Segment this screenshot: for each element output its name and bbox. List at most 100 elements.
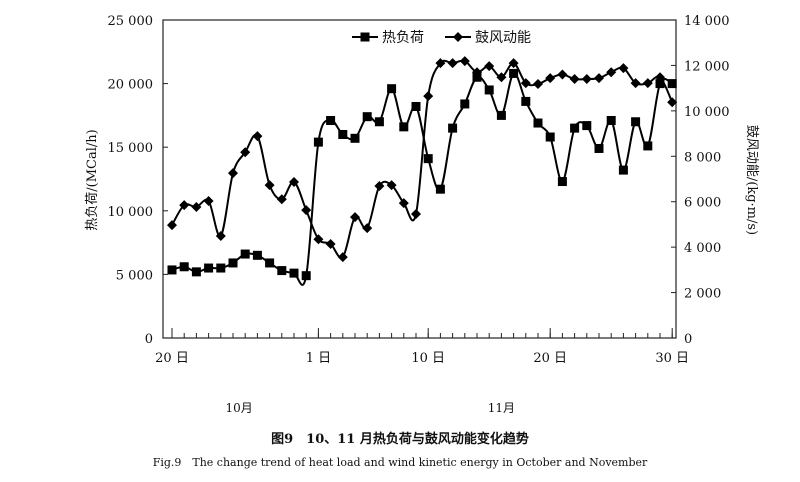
wind-energy-point — [264, 180, 275, 191]
wind-energy-point — [594, 73, 604, 84]
heat-load-point — [631, 117, 641, 127]
legend: 热负荷 鼓风动能 — [352, 30, 531, 46]
heat-load-point — [191, 267, 201, 277]
wind-energy-point — [179, 200, 190, 211]
right-y-tick-label: 0 — [684, 332, 692, 347]
heat-load-point — [289, 268, 299, 278]
wind-energy-point — [350, 212, 360, 223]
wind-energy-point — [276, 194, 287, 205]
wind-energy-point — [667, 97, 678, 108]
heat-load-point — [411, 101, 421, 111]
wind-energy-point — [642, 78, 653, 89]
heat-load-point — [216, 263, 226, 273]
wind-energy-point — [569, 74, 580, 85]
wind-energy-point — [240, 147, 251, 158]
legend-marker — [453, 32, 463, 42]
wind-energy-point — [435, 58, 446, 69]
wind-energy-point — [325, 238, 336, 249]
wind-energy-point — [215, 231, 226, 242]
heat-load-point — [252, 250, 262, 260]
heat-load-point — [606, 115, 616, 125]
wind-energy-point — [228, 168, 238, 179]
heat-load-point — [423, 154, 433, 164]
heat-load-point — [557, 177, 567, 187]
wind-energy-point — [252, 131, 263, 142]
right-y-tick-label: 2 000 — [684, 287, 721, 302]
wind-energy-point — [459, 56, 470, 67]
wind-energy-point — [423, 91, 434, 102]
wind-energy-point — [508, 58, 519, 69]
wind-energy-point — [447, 58, 458, 69]
right-y-tick-label: 10 000 — [684, 105, 730, 120]
figure-caption-en: Fig.9 The change trend of heat load and … — [153, 456, 648, 469]
wind-energy-point — [557, 69, 568, 80]
wind-energy-point — [472, 67, 482, 78]
left-y-tick-label: 25 000 — [108, 14, 154, 29]
wind-energy-point — [203, 196, 214, 207]
heat-load-point — [545, 132, 555, 142]
heat-load-point — [204, 263, 214, 273]
wind-energy-point — [386, 180, 397, 191]
wind-energy-point — [630, 78, 641, 89]
heat-load-point — [435, 184, 445, 194]
wind-energy-point — [484, 61, 495, 72]
heat-load-point — [496, 110, 506, 120]
heat-load-point — [277, 266, 287, 276]
heat-load-point — [338, 129, 348, 139]
heat-load-point — [509, 68, 519, 78]
heat-load-point — [313, 137, 323, 147]
axes: 0 5 000 10 000 15 000 20 000 25 000 0 2 000 4 00… — [108, 14, 730, 415]
wind-energy-point — [362, 223, 373, 234]
right-axis-label: 鼓风动能/(kg·m/s) — [744, 125, 759, 235]
heat-load-point — [350, 133, 360, 143]
heat-load-point — [399, 122, 409, 132]
left-y-tick-label: 0 — [145, 332, 153, 347]
wind-energy-point — [618, 63, 629, 74]
wind-energy-point — [398, 198, 409, 209]
wind-energy-point — [496, 72, 507, 83]
heat-load-point — [448, 123, 458, 133]
x-tick-label: 20 日 — [155, 351, 189, 366]
left-y-tick-label: 15 000 — [108, 141, 154, 156]
left-y-tick-label: 10 000 — [108, 205, 154, 220]
x-tick-label: 10 日 — [411, 351, 445, 366]
heat-load-point — [167, 265, 177, 275]
x-tick-label: 30 日 — [655, 351, 689, 366]
heat-load-point — [643, 141, 653, 151]
heat-load-point — [521, 96, 531, 106]
x-tick-label: 20 日 — [533, 351, 567, 366]
plot-frame — [162, 19, 677, 339]
heat-load-point — [484, 85, 494, 95]
right-y-tick-label: 12 000 — [684, 59, 730, 74]
heat-load-point — [265, 258, 275, 268]
heat-load-point — [228, 258, 238, 268]
heat-load-point — [582, 121, 592, 131]
left-y-tick-label: 20 000 — [108, 78, 154, 93]
month-label: 10月 — [225, 401, 252, 415]
heat-load-point — [594, 143, 604, 153]
wind-energy-point — [533, 79, 543, 90]
wind-energy-point — [581, 74, 592, 85]
wind-energy-point — [520, 78, 531, 89]
heat-load-point — [326, 115, 336, 125]
x-tick-label: 1 日 — [306, 351, 331, 366]
series-line-wind-energy — [171, 59, 674, 259]
wind-energy-point — [191, 201, 202, 212]
wind-energy-point — [337, 252, 348, 263]
right-y-tick-label: 4 000 — [684, 241, 721, 256]
heat-load-point — [240, 249, 250, 259]
heat-load-point — [301, 271, 311, 281]
wind-energy-point — [289, 176, 299, 187]
heat-load-point — [570, 123, 580, 133]
wind-energy-point — [313, 234, 324, 245]
series-layer — [167, 56, 678, 286]
wind-energy-point — [411, 208, 421, 219]
left-axis-label: 热负荷/(MCal/h) — [85, 129, 100, 230]
heat-load-point — [374, 117, 384, 127]
wind-energy-point — [374, 181, 385, 192]
figure-caption-cn: 图9 10、11 月热负荷与鼓风动能变化趋势 — [271, 431, 529, 447]
right-y-tick-label: 14 000 — [684, 14, 730, 29]
wind-energy-point — [545, 73, 556, 84]
heat-load-point — [460, 99, 470, 109]
